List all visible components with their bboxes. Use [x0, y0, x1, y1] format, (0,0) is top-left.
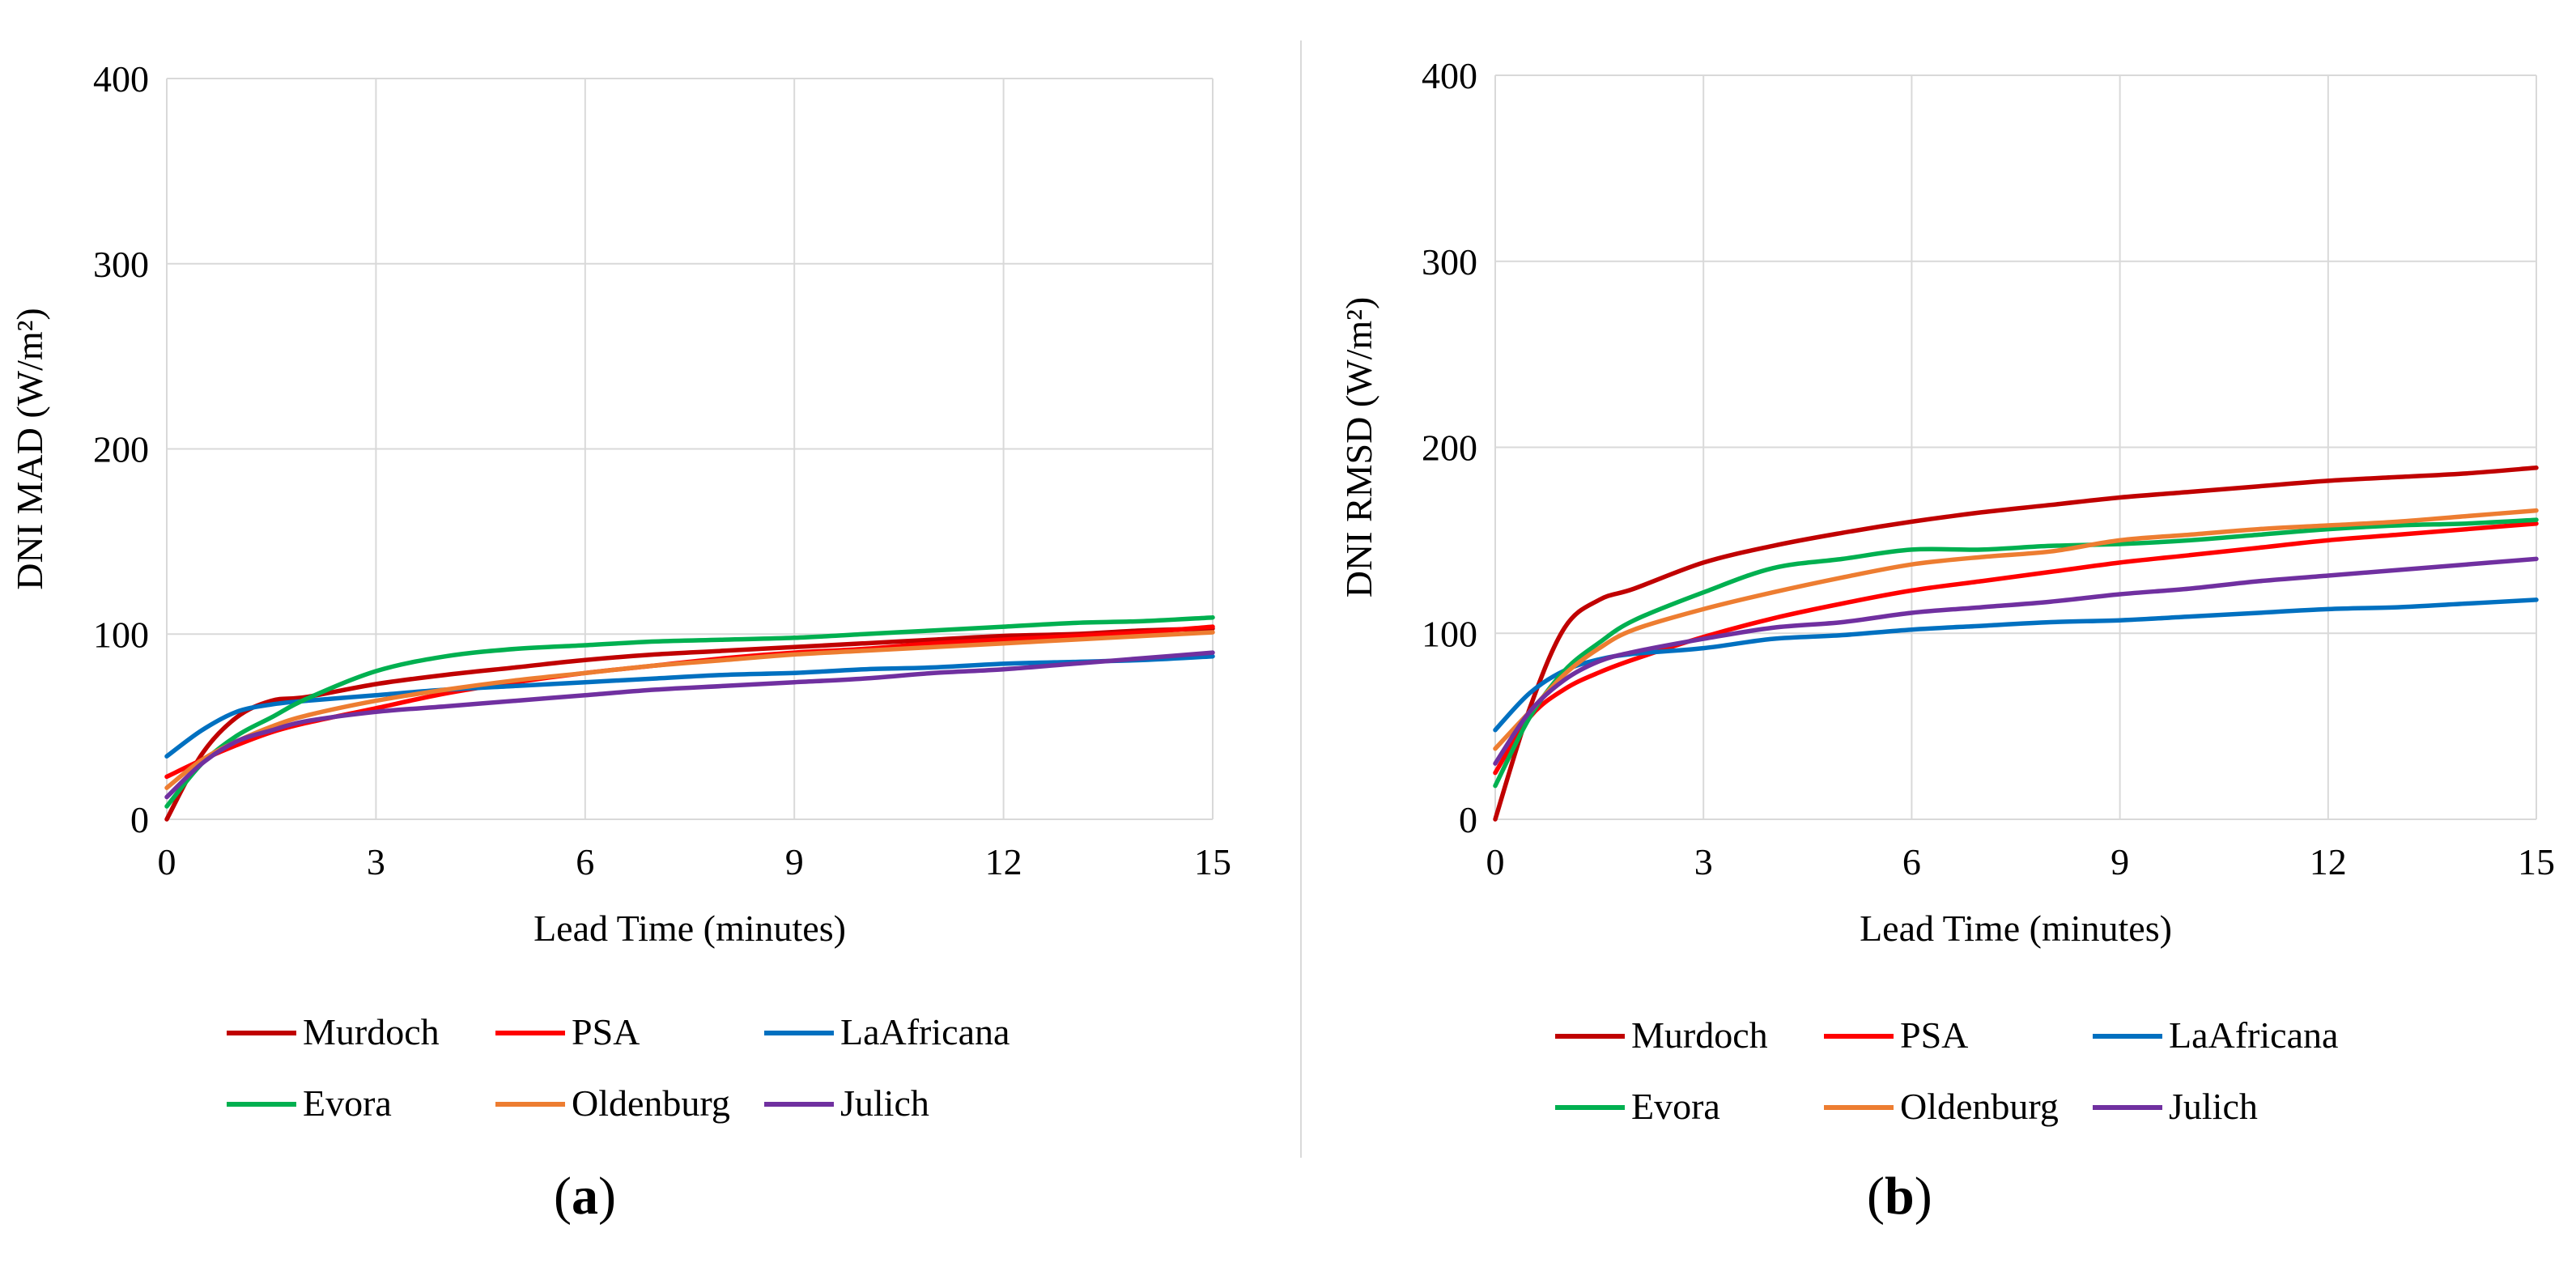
series-line-oldenburg	[1493, 508, 2539, 751]
y-axis-title: DNI RMSD (W/m²)	[1338, 297, 1379, 598]
y-tick-label: 400	[1422, 55, 1477, 96]
x-tick-label: 0	[158, 841, 176, 882]
x-tick-label: 12	[985, 841, 1022, 882]
x-tick-label: 12	[2310, 841, 2347, 882]
chart-panel-a: 0 100 200 300 400 0 3 6 9 12 15 Lead Time (minutes)…	[9, 58, 1231, 1227]
series-line-psa	[164, 624, 1215, 780]
x-tick-label: 3	[1694, 841, 1713, 882]
x-tick-label: 6	[1902, 841, 1921, 882]
y-axis-title: DNI MAD (W/m²)	[9, 308, 50, 590]
panel-label-b-open: (	[1867, 1167, 1885, 1226]
legend: Murdoch PSA LaAfricana Evora Oldenburg Julich	[227, 1011, 1010, 1124]
legend-item-oldenburg: Oldenburg	[1824, 1086, 2059, 1127]
legend-item-laafricana: LaAfricana	[764, 1011, 1010, 1052]
series-line-psa	[1493, 521, 2539, 776]
x-tick-label: 3	[367, 841, 385, 882]
y-tick-label: 300	[1422, 241, 1477, 283]
series-lines	[164, 614, 1215, 822]
series-line-evora	[1493, 517, 2539, 789]
legend-label: Julich	[840, 1082, 929, 1124]
x-tick-label: 15	[1194, 841, 1231, 882]
legend-label: LaAfricana	[840, 1011, 1010, 1052]
series-line-laafricana	[1493, 597, 2539, 733]
panel-label-a: (a)	[554, 1166, 616, 1227]
series-line-murdoch	[164, 626, 1215, 822]
panel-label-a-open: (	[554, 1167, 572, 1226]
y-tick-label: 400	[93, 58, 149, 100]
y-tick-label: 100	[1422, 613, 1477, 654]
legend-item-psa: PSA	[495, 1011, 640, 1052]
x-tick-label: 9	[785, 841, 804, 882]
legend-item-murdoch: Murdoch	[227, 1011, 440, 1052]
legend-item-julich: Julich	[764, 1082, 929, 1124]
legend-item-murdoch: Murdoch	[1555, 1014, 1768, 1056]
panel-label-b: (b)	[1867, 1166, 1932, 1227]
y-tick-label: 200	[1422, 427, 1477, 469]
y-tick-label: 300	[93, 244, 149, 285]
legend-item-evora: Evora	[227, 1082, 392, 1124]
legend-label: Evora	[303, 1082, 392, 1124]
y-tick-label: 200	[93, 429, 149, 470]
legend-label: Murdoch	[1631, 1014, 1768, 1056]
legend-item-julich: Julich	[2093, 1086, 2258, 1127]
legend: Murdoch PSA LaAfricana Evora Oldenburg Julich	[1555, 1014, 2338, 1127]
legend-label: Murdoch	[303, 1011, 440, 1052]
series-line-murdoch	[1493, 466, 2539, 822]
legend-label: PSA	[572, 1011, 640, 1052]
panel-divider	[1300, 40, 1302, 1158]
rmsd-chart: 0 100 200 300 400 0 3 6 9 12 15 Lead Time (minutes)…	[1338, 55, 2555, 1127]
x-axis-title: Lead Time (minutes)	[1860, 908, 2172, 949]
series-line-evora	[164, 614, 1215, 809]
legend-label: Evora	[1631, 1086, 1720, 1127]
series-line-julich	[164, 650, 1215, 800]
legend-label: LaAfricana	[2169, 1014, 2338, 1056]
legend-label: PSA	[1900, 1014, 1968, 1056]
legend-item-evora: Evora	[1555, 1086, 1720, 1127]
tick-labels: 0 100 200 300 400 0 3 6 9 12 15	[93, 58, 1231, 882]
x-tick-label: 9	[2111, 841, 2129, 882]
legend-label: Julich	[2169, 1086, 2258, 1127]
mad-chart: 0 100 200 300 400 0 3 6 9 12 15 Lead Time (minutes)…	[9, 58, 1231, 1124]
legend-item-oldenburg: Oldenburg	[495, 1082, 730, 1124]
legend-label: Oldenburg	[572, 1082, 730, 1124]
series-line-laafricana	[164, 653, 1215, 759]
y-tick-label: 0	[130, 799, 149, 840]
gridlines	[166, 78, 1214, 820]
x-tick-label: 15	[2518, 841, 2555, 882]
panel-label-b-letter: b	[1884, 1167, 1915, 1226]
legend-item-psa: PSA	[1824, 1014, 1968, 1056]
y-tick-label: 0	[1459, 799, 1477, 840]
y-tick-label: 100	[93, 614, 149, 655]
chart-panel-b: 0 100 200 300 400 0 3 6 9 12 15 Lead Time (minutes)…	[1288, 0, 2576, 1267]
legend-label: Oldenburg	[1900, 1086, 2059, 1127]
x-tick-label: 0	[1486, 841, 1505, 882]
gridlines	[1494, 74, 2537, 820]
x-axis-title: Lead Time (minutes)	[533, 908, 846, 949]
legend-item-laafricana: LaAfricana	[2093, 1014, 2338, 1056]
panel-label-a-close: )	[597, 1167, 616, 1226]
tick-labels: 0 100 200 300 400 0 3 6 9 12 15	[1422, 55, 2555, 882]
series-lines	[1493, 466, 2539, 822]
panel-label-b-close: )	[1914, 1167, 1932, 1226]
series-line-oldenburg	[164, 630, 1215, 790]
panel-label-a-letter: a	[571, 1167, 598, 1226]
x-tick-label: 6	[576, 841, 594, 882]
series-line-julich	[1493, 556, 2539, 766]
